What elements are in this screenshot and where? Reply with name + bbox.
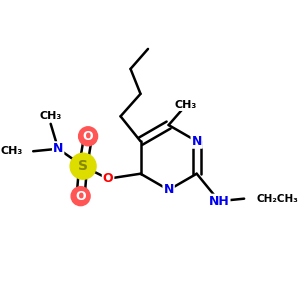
Text: O: O bbox=[83, 130, 93, 143]
Text: N: N bbox=[164, 183, 174, 196]
Circle shape bbox=[71, 187, 90, 206]
Text: N: N bbox=[53, 142, 63, 155]
Circle shape bbox=[70, 153, 96, 179]
Text: CH₃: CH₃ bbox=[1, 146, 23, 156]
Text: S: S bbox=[78, 159, 88, 173]
Text: O: O bbox=[103, 172, 113, 185]
Text: CH₃: CH₃ bbox=[175, 100, 197, 110]
Text: O: O bbox=[75, 190, 86, 203]
Text: NH: NH bbox=[209, 195, 230, 208]
Text: CH₂CH₃: CH₂CH₃ bbox=[256, 194, 298, 204]
Text: N: N bbox=[191, 135, 202, 148]
Circle shape bbox=[79, 127, 98, 146]
Text: CH₃: CH₃ bbox=[40, 111, 62, 121]
